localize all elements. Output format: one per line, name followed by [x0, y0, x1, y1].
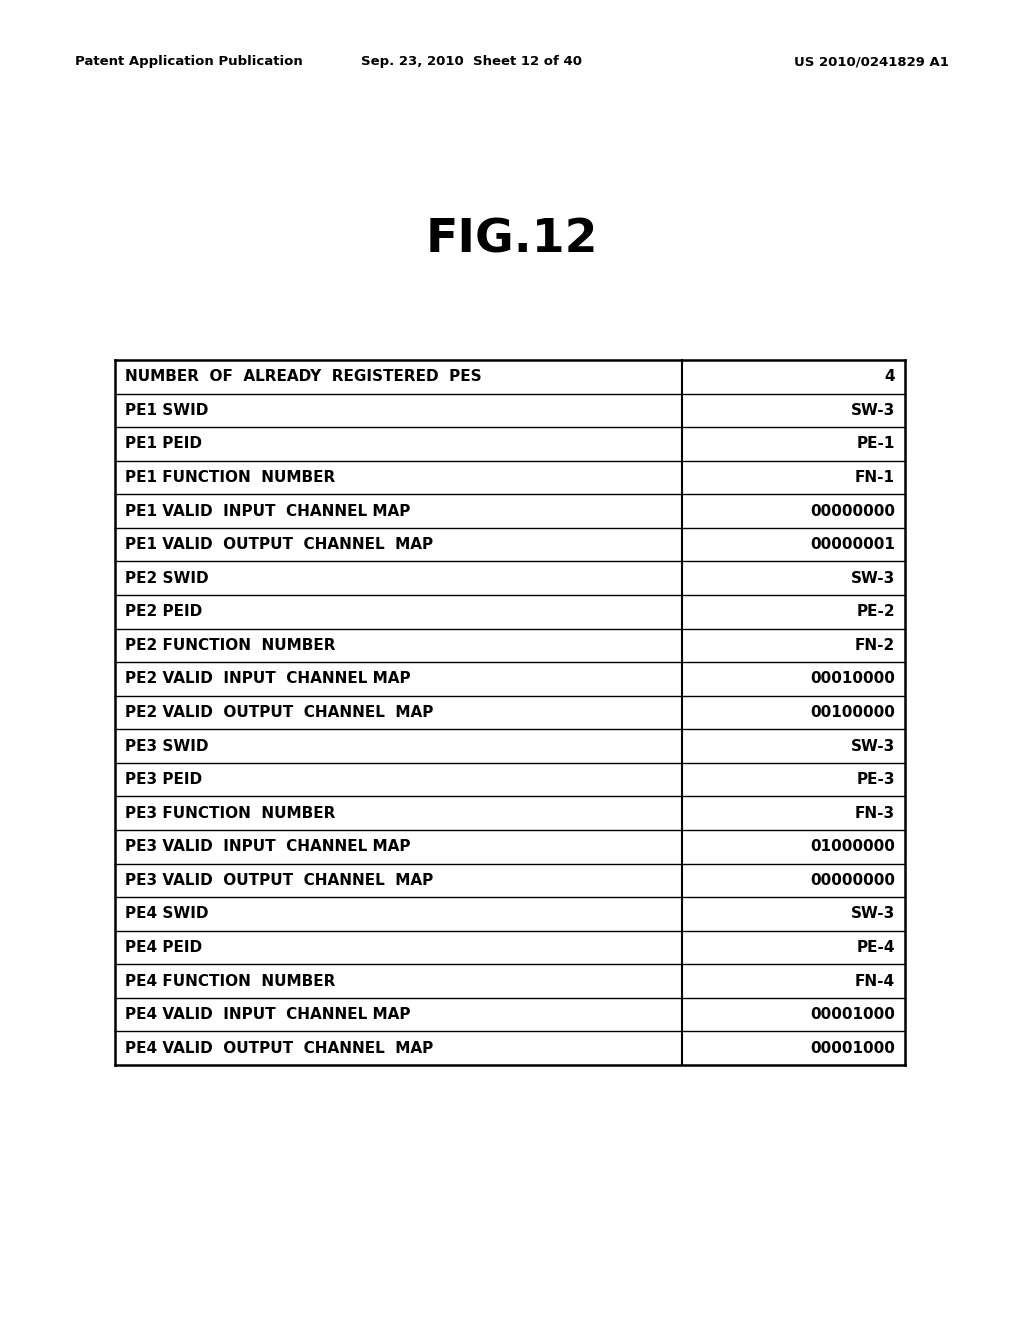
Text: SW-3: SW-3 — [851, 907, 895, 921]
Text: SW-3: SW-3 — [851, 570, 895, 586]
Text: PE3 PEID: PE3 PEID — [125, 772, 202, 787]
Text: PE2 PEID: PE2 PEID — [125, 605, 203, 619]
Text: FN-4: FN-4 — [855, 974, 895, 989]
Text: PE4 SWID: PE4 SWID — [125, 907, 209, 921]
Text: PE2 VALID  OUTPUT  CHANNEL  MAP: PE2 VALID OUTPUT CHANNEL MAP — [125, 705, 433, 719]
Text: 00000001: 00000001 — [810, 537, 895, 552]
Text: PE2 SWID: PE2 SWID — [125, 570, 209, 586]
Text: PE1 VALID  OUTPUT  CHANNEL  MAP: PE1 VALID OUTPUT CHANNEL MAP — [125, 537, 433, 552]
Text: NUMBER  OF  ALREADY  REGISTERED  PES: NUMBER OF ALREADY REGISTERED PES — [125, 370, 481, 384]
Text: PE-4: PE-4 — [856, 940, 895, 954]
Text: PE1 PEID: PE1 PEID — [125, 437, 202, 451]
Text: Patent Application Publication: Patent Application Publication — [75, 55, 303, 69]
Text: PE3 VALID  INPUT  CHANNEL MAP: PE3 VALID INPUT CHANNEL MAP — [125, 840, 411, 854]
Text: FN-3: FN-3 — [855, 805, 895, 821]
Text: PE4 FUNCTION  NUMBER: PE4 FUNCTION NUMBER — [125, 974, 336, 989]
Text: PE3 SWID: PE3 SWID — [125, 739, 209, 754]
Text: PE-2: PE-2 — [856, 605, 895, 619]
Text: PE1 VALID  INPUT  CHANNEL MAP: PE1 VALID INPUT CHANNEL MAP — [125, 503, 411, 519]
Text: FN-1: FN-1 — [855, 470, 895, 484]
Text: 00010000: 00010000 — [810, 672, 895, 686]
Text: 4: 4 — [885, 370, 895, 384]
Text: PE2 VALID  INPUT  CHANNEL MAP: PE2 VALID INPUT CHANNEL MAP — [125, 672, 411, 686]
Text: FIG.12: FIG.12 — [426, 218, 598, 263]
Text: PE4 VALID  OUTPUT  CHANNEL  MAP: PE4 VALID OUTPUT CHANNEL MAP — [125, 1040, 433, 1056]
Text: Sep. 23, 2010  Sheet 12 of 40: Sep. 23, 2010 Sheet 12 of 40 — [360, 55, 582, 69]
Text: 01000000: 01000000 — [810, 840, 895, 854]
Text: PE2 FUNCTION  NUMBER: PE2 FUNCTION NUMBER — [125, 638, 336, 653]
Text: PE3 VALID  OUTPUT  CHANNEL  MAP: PE3 VALID OUTPUT CHANNEL MAP — [125, 873, 433, 888]
Text: FN-2: FN-2 — [855, 638, 895, 653]
Text: PE4 VALID  INPUT  CHANNEL MAP: PE4 VALID INPUT CHANNEL MAP — [125, 1007, 411, 1022]
Text: PE-1: PE-1 — [857, 437, 895, 451]
Text: PE-3: PE-3 — [856, 772, 895, 787]
Text: PE4 PEID: PE4 PEID — [125, 940, 202, 954]
Text: 00000000: 00000000 — [810, 873, 895, 888]
Text: 00000000: 00000000 — [810, 503, 895, 519]
Text: 00001000: 00001000 — [810, 1040, 895, 1056]
Text: PE1 SWID: PE1 SWID — [125, 403, 208, 418]
Text: SW-3: SW-3 — [851, 403, 895, 418]
Text: PE3 FUNCTION  NUMBER: PE3 FUNCTION NUMBER — [125, 805, 336, 821]
Text: 00001000: 00001000 — [810, 1007, 895, 1022]
Text: US 2010/0241829 A1: US 2010/0241829 A1 — [795, 55, 949, 69]
Text: PE1 FUNCTION  NUMBER: PE1 FUNCTION NUMBER — [125, 470, 335, 484]
Text: SW-3: SW-3 — [851, 739, 895, 754]
Text: 00100000: 00100000 — [810, 705, 895, 719]
